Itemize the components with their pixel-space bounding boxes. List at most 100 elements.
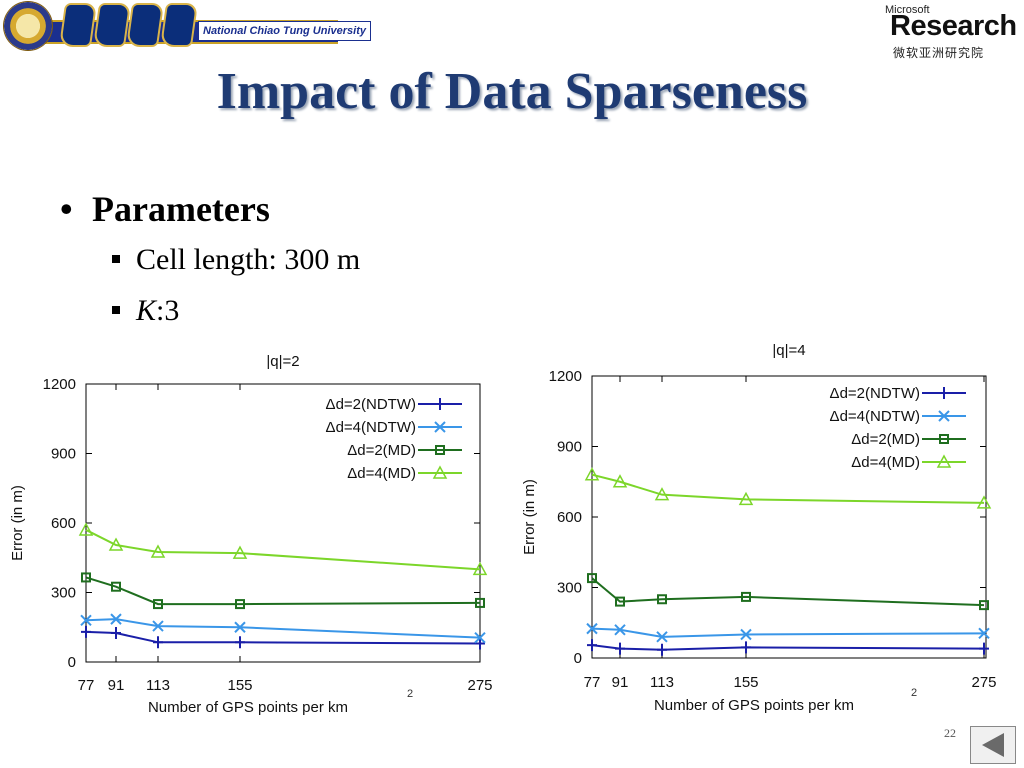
data-point [111, 581, 121, 592]
x-tick-label: 275 [971, 674, 996, 691]
legend-marker [939, 387, 949, 399]
data-point [587, 639, 597, 652]
legend-entry: Δd=4(MD) [851, 454, 920, 471]
data-point [979, 642, 989, 655]
legend-marker [936, 454, 952, 468]
data-point [80, 614, 92, 627]
msr-research-label: Research [890, 10, 1017, 42]
data-point [111, 627, 121, 640]
series-line [85, 529, 481, 571]
series-line [85, 630, 481, 645]
x-tick-label: 77 [78, 677, 95, 694]
y-tick-label: 900 [557, 439, 582, 456]
sub-bullet-k-variable: K [136, 294, 157, 327]
slide-title: Impact of Data Sparseness [216, 63, 808, 120]
x-tick-label: 155 [733, 674, 758, 691]
x-tick-label: 91 [612, 674, 629, 691]
legend-entry: Δd=2(NDTW) [830, 385, 920, 402]
data-point [979, 600, 989, 611]
data-point [475, 597, 485, 608]
series-line [591, 473, 985, 504]
y-tick-label: 300 [557, 580, 582, 597]
data-point [235, 636, 245, 649]
y-axis-label: Error (in m) [521, 479, 538, 555]
chart-title: |q|=4 [772, 342, 805, 359]
y-tick-label: 600 [557, 509, 582, 526]
nctu-english-name: National Chiao Tung University [198, 21, 371, 41]
x-tick-label: 77 [584, 674, 601, 691]
x-axis-label-superscript: 2 [911, 687, 917, 699]
x-axis-label: Number of GPS points per km [654, 697, 854, 714]
data-point [153, 599, 163, 610]
y-tick-label: 1200 [549, 368, 582, 385]
series-line [591, 644, 985, 651]
series-line [591, 577, 985, 607]
y-tick-label: 900 [51, 446, 76, 463]
data-point [738, 491, 754, 506]
slide-number: 22 [944, 726, 956, 740]
x-tick-label: 113 [146, 677, 170, 694]
y-axis-label: Error (in m) [9, 485, 26, 561]
y-tick-label: 600 [51, 515, 76, 532]
x-tick-label: 275 [467, 677, 492, 694]
data-point [976, 495, 992, 509]
back-arrow-icon [982, 733, 1004, 757]
series-line [85, 618, 481, 639]
nctu-logo: National Chiao Tung University [0, 0, 371, 52]
sub-bullet-cell-length-label: Cell length: 300 m [136, 243, 361, 276]
data-point [612, 474, 628, 488]
data-point [78, 522, 94, 536]
chart-title: |q|=2 [266, 353, 299, 370]
x-axis-label: Number of GPS points per km [148, 699, 348, 716]
y-tick-label: 300 [51, 585, 76, 602]
legend-marker [939, 434, 949, 444]
data-point [81, 625, 91, 638]
data-point [615, 596, 625, 607]
bullet-dot-icon: • [60, 189, 73, 229]
data-point [741, 641, 751, 654]
data-point [108, 537, 124, 551]
legend-marker [435, 445, 445, 455]
series-line [85, 576, 481, 606]
data-point [586, 622, 598, 635]
legend-marker [434, 421, 446, 433]
data-point [740, 628, 752, 641]
data-point [654, 487, 670, 501]
data-point [584, 467, 600, 481]
bullet-parameters-label: Parameters [92, 189, 270, 229]
legend-marker [938, 410, 950, 422]
legend-marker [435, 398, 445, 410]
data-point [235, 599, 245, 610]
data-point [741, 591, 751, 602]
nctu-seal-icon [4, 2, 52, 50]
nctu-chinese-calligraphy [58, 2, 198, 48]
x-tick-label: 155 [227, 677, 252, 694]
x-axis-label-superscript: 2 [407, 688, 413, 700]
x-tick-label: 91 [108, 677, 125, 694]
square-bullet-icon [112, 306, 120, 315]
bullet-parameters: • Parameters [60, 188, 270, 230]
sub-bullet-k: K:3 [112, 294, 179, 328]
legend-entry: Δd=4(NDTW) [326, 419, 416, 436]
data-point [152, 620, 164, 632]
data-point [978, 627, 990, 640]
y-tick-label: 1200 [43, 376, 76, 393]
data-point [472, 561, 488, 576]
data-point [614, 624, 626, 636]
y-tick-label: 0 [574, 650, 582, 667]
data-point [656, 631, 668, 643]
y-tick-label: 0 [68, 654, 76, 671]
data-point [81, 572, 91, 583]
msr-chinese-label: 微软亚洲研究院 [893, 46, 985, 60]
data-point [153, 636, 163, 649]
legend-entry: Δd=4(NDTW) [830, 408, 920, 425]
legend-entry: Δd=4(MD) [347, 465, 416, 482]
data-point [475, 637, 485, 650]
legend-entry: Δd=2(NDTW) [326, 396, 416, 413]
data-point [232, 545, 248, 559]
sub-bullet-k-value: :3 [156, 294, 180, 327]
data-point [657, 594, 667, 605]
legend-entry: Δd=2(MD) [851, 431, 920, 448]
previous-slide-button[interactable] [970, 726, 1016, 764]
data-point [615, 642, 625, 655]
